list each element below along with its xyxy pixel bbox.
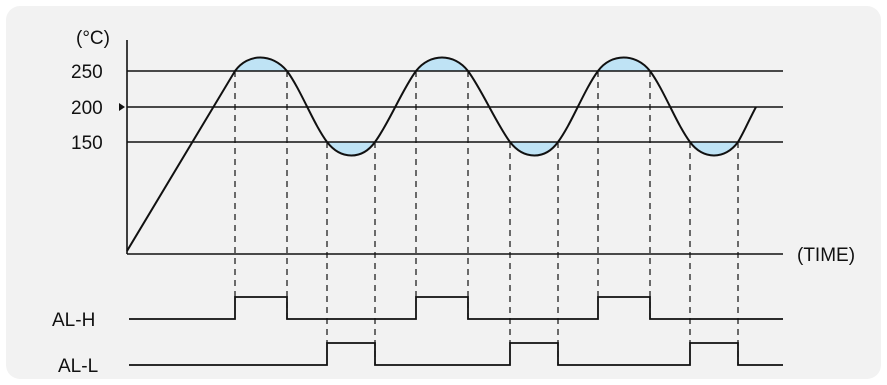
al-h-signal bbox=[129, 296, 783, 320]
al-l-signal bbox=[129, 342, 783, 366]
level-label-250: 250 bbox=[71, 62, 103, 83]
level-label-150: 150 bbox=[71, 133, 103, 154]
setpoint-arrow-icon bbox=[119, 103, 125, 111]
temperature-curve bbox=[126, 56, 757, 252]
al-h-label: AL-H bbox=[52, 310, 95, 331]
transition-dashes bbox=[234, 71, 739, 365]
level-label-200: 200 bbox=[71, 98, 103, 119]
al-l-label: AL-L bbox=[58, 356, 98, 377]
time-axis-label: (TIME) bbox=[797, 245, 855, 266]
temperature-unit-label: (°C) bbox=[76, 28, 110, 49]
